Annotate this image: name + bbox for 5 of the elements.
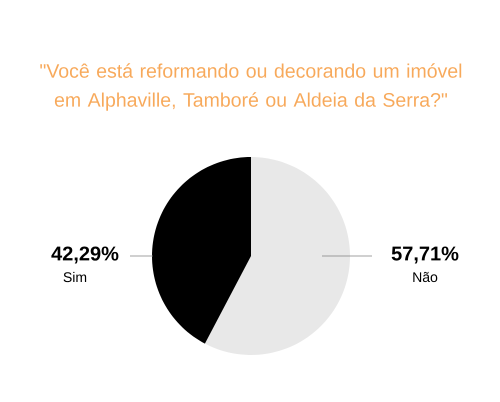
data-label: 42,29% xyxy=(51,246,118,264)
slice-label: Não xyxy=(413,272,438,282)
chart-title: "Você está reformando ou decorando um imóvel em Alphaville, Tamboré ou Aldeia da Serra?" xyxy=(40,63,462,111)
data-label: 57,71% xyxy=(392,246,458,264)
slice-label: Sim xyxy=(64,272,86,282)
